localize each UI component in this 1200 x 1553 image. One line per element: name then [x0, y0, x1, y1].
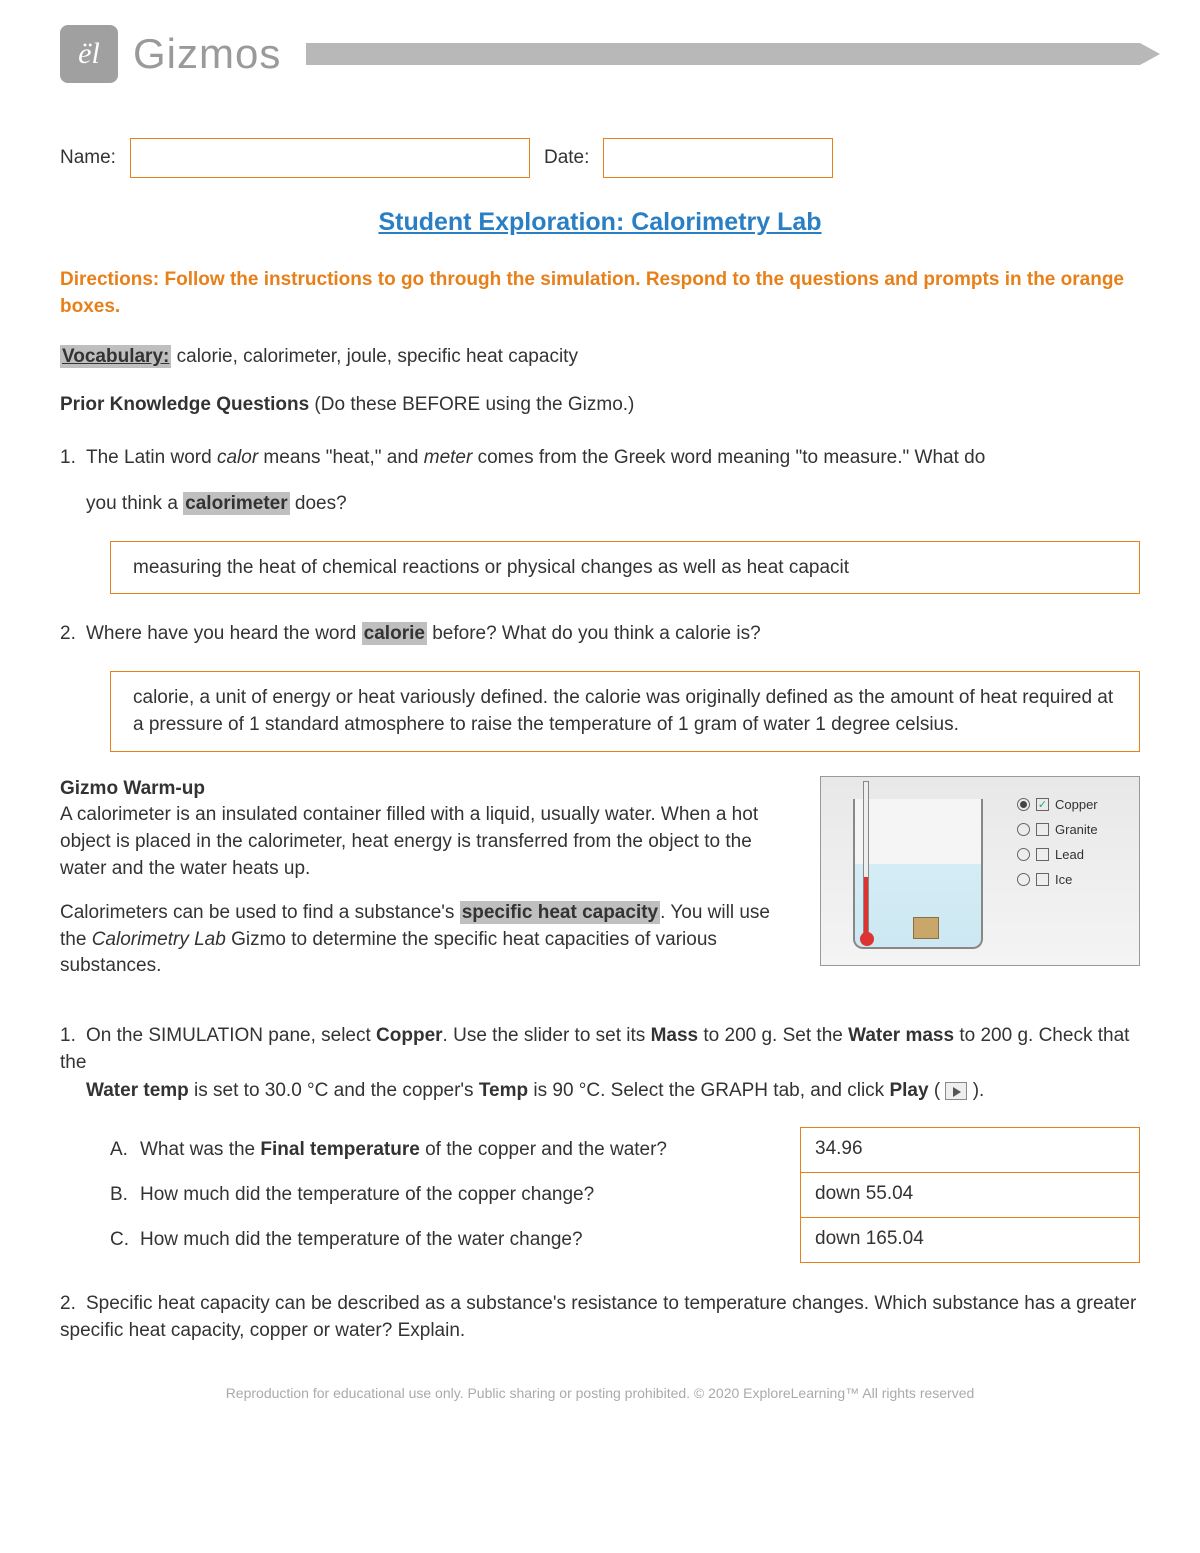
material-label: Granite — [1055, 822, 1098, 837]
sim-copper: Copper — [376, 1025, 443, 1046]
sim-wtemp: Water temp — [86, 1080, 189, 1101]
q1-text-c: comes from the Greek word meaning "to me… — [472, 447, 985, 468]
q1-line2-b: does? — [290, 493, 347, 514]
directions-text: Directions: Follow the instructions to g… — [60, 267, 1140, 320]
prior-knowledge-heading: Prior Knowledge Questions (Do these BEFO… — [60, 394, 1140, 416]
page-title: Student Exploration: Calorimetry Lab — [60, 208, 1140, 237]
warmup-p2-a: Calorimeters can be used to find a subst… — [60, 902, 460, 923]
logo-icon: ël — [60, 25, 118, 83]
q2-text-b: before? What do you think a calorie is? — [427, 623, 761, 644]
q1-calor: calor — [217, 447, 258, 468]
material-label: Copper — [1055, 797, 1098, 812]
material-copper[interactable]: ✓ Copper — [1017, 797, 1127, 812]
beaker-area — [833, 789, 1003, 953]
sim-c: to 200 g. Set the — [698, 1025, 848, 1046]
q1-answer-box[interactable]: measuring the heat of chemical reactions… — [110, 541, 1140, 595]
sim-h: ). — [967, 1080, 984, 1101]
radio-icon — [1017, 873, 1030, 886]
radio-icon — [1017, 848, 1030, 861]
q1-text-b: means "heat," and — [258, 447, 424, 468]
checkbox-icon: ✓ — [1036, 798, 1049, 811]
q1-text-a: The Latin word — [86, 447, 217, 468]
checkbox-icon — [1036, 848, 1049, 861]
date-input[interactable] — [603, 138, 833, 178]
sub-answer-c[interactable]: down 165.04 — [800, 1217, 1140, 1264]
sample-cube-icon — [913, 917, 939, 939]
name-date-row: Name: Date: — [60, 138, 1140, 178]
sub-letter: C. — [110, 1227, 140, 1254]
sub-row-c: C.How much did the temperature of the wa… — [110, 1217, 1140, 1264]
q1-number: 1. — [60, 442, 86, 474]
material-lead[interactable]: Lead — [1017, 847, 1127, 862]
q1-line2-a: you think a — [86, 493, 183, 514]
sub-answer-b[interactable]: down 55.04 — [800, 1172, 1140, 1219]
sim-a: On the SIMULATION pane, select — [86, 1025, 376, 1046]
sub-row-b: B.How much did the temperature of the co… — [110, 1172, 1140, 1219]
vocabulary-terms: calorie, calorimeter, joule, specific he… — [171, 346, 578, 367]
brand-name: Gizmos — [133, 30, 281, 78]
radio-icon — [1017, 798, 1030, 811]
checkbox-icon — [1036, 873, 1049, 886]
prior-heading-bold: Prior Knowledge Questions — [60, 394, 314, 415]
sim-e: is set to 30.0 °C and the copper's — [189, 1080, 479, 1101]
warmup-gizmo-name: Calorimetry Lab — [92, 929, 226, 950]
sub-qa-a: What was the — [140, 1139, 260, 1160]
warmup-shc-hl: specific heat capacity — [460, 901, 660, 924]
q2-text-a: Where have you heard the word — [86, 623, 362, 644]
q1-meter: meter — [424, 447, 473, 468]
material-granite[interactable]: Granite — [1017, 822, 1127, 837]
question-final: 2.Specific heat capacity can be describe… — [60, 1290, 1140, 1345]
checkbox-icon — [1036, 823, 1049, 836]
sub-answer-a[interactable]: 34.96 — [800, 1127, 1140, 1174]
sim-f: is 90 °C. Select the GRAPH tab, and clic… — [528, 1080, 889, 1101]
play-icon — [945, 1082, 967, 1100]
sim-temp: Temp — [479, 1080, 528, 1101]
vocabulary-line: Vocabulary: calorie, calorimeter, joule,… — [60, 346, 1140, 368]
name-label: Name: — [60, 147, 116, 169]
sim-sub-questions: A.What was the Final temperature of the … — [110, 1127, 1140, 1264]
thermometer-icon — [863, 781, 869, 941]
q2-answer-box[interactable]: calorie, a unit of energy or heat variou… — [110, 671, 1140, 752]
header: ël Gizmos — [60, 0, 1140, 103]
sub-qa-b: Final temperature — [260, 1139, 419, 1160]
footer-text: Reproduction for educational use only. P… — [60, 1385, 1140, 1401]
question-2: 2.Where have you heard the word calorie … — [60, 618, 1140, 650]
sim-g: ( — [929, 1080, 946, 1101]
sub-letter: B. — [110, 1182, 140, 1209]
sim-instruction-1: 1.On the SIMULATION pane, select Copper.… — [60, 1022, 1140, 1105]
date-label: Date: — [544, 147, 589, 169]
sub-row-a: A.What was the Final temperature of the … — [110, 1127, 1140, 1174]
warmup-heading: Gizmo Warm-up — [60, 778, 205, 799]
header-divider-bar — [306, 43, 1140, 65]
name-input[interactable] — [130, 138, 530, 178]
sim-mass: Mass — [651, 1025, 699, 1046]
sub-qb: How much did the temperature of the copp… — [140, 1184, 594, 1205]
qfinal-number: 2. — [60, 1290, 86, 1318]
sim-play: Play — [889, 1080, 928, 1101]
sub-qa-c: of the copper and the water? — [420, 1139, 667, 1160]
sim1-number: 1. — [60, 1022, 86, 1050]
beaker-icon — [853, 799, 983, 949]
vocabulary-label: Vocabulary: — [60, 345, 171, 368]
q2-calorie-hl: calorie — [362, 622, 427, 645]
q1-calorimeter-hl: calorimeter — [183, 492, 289, 515]
material-label: Ice — [1055, 872, 1072, 887]
material-ice[interactable]: Ice — [1017, 872, 1127, 887]
materials-list: ✓ Copper Granite Lead Ice — [1017, 789, 1127, 953]
calorimeter-diagram: ✓ Copper Granite Lead Ice — [820, 776, 1140, 966]
radio-icon — [1017, 823, 1030, 836]
prior-heading-note: (Do these BEFORE using the Gizmo.) — [314, 394, 634, 415]
sim-b: . Use the slider to set its — [443, 1025, 651, 1046]
warmup-section: Gizmo Warm-up A calorimeter is an insula… — [60, 776, 1140, 998]
sim-wmass: Water mass — [848, 1025, 954, 1046]
q2-number: 2. — [60, 618, 86, 650]
warmup-p1: A calorimeter is an insulated container … — [60, 804, 758, 878]
sub-letter: A. — [110, 1137, 140, 1164]
question-1: 1.The Latin word calor means "heat," and… — [60, 442, 1140, 521]
qfinal-text: Specific heat capacity can be described … — [60, 1293, 1136, 1342]
sub-qc: How much did the temperature of the wate… — [140, 1229, 583, 1250]
material-label: Lead — [1055, 847, 1084, 862]
